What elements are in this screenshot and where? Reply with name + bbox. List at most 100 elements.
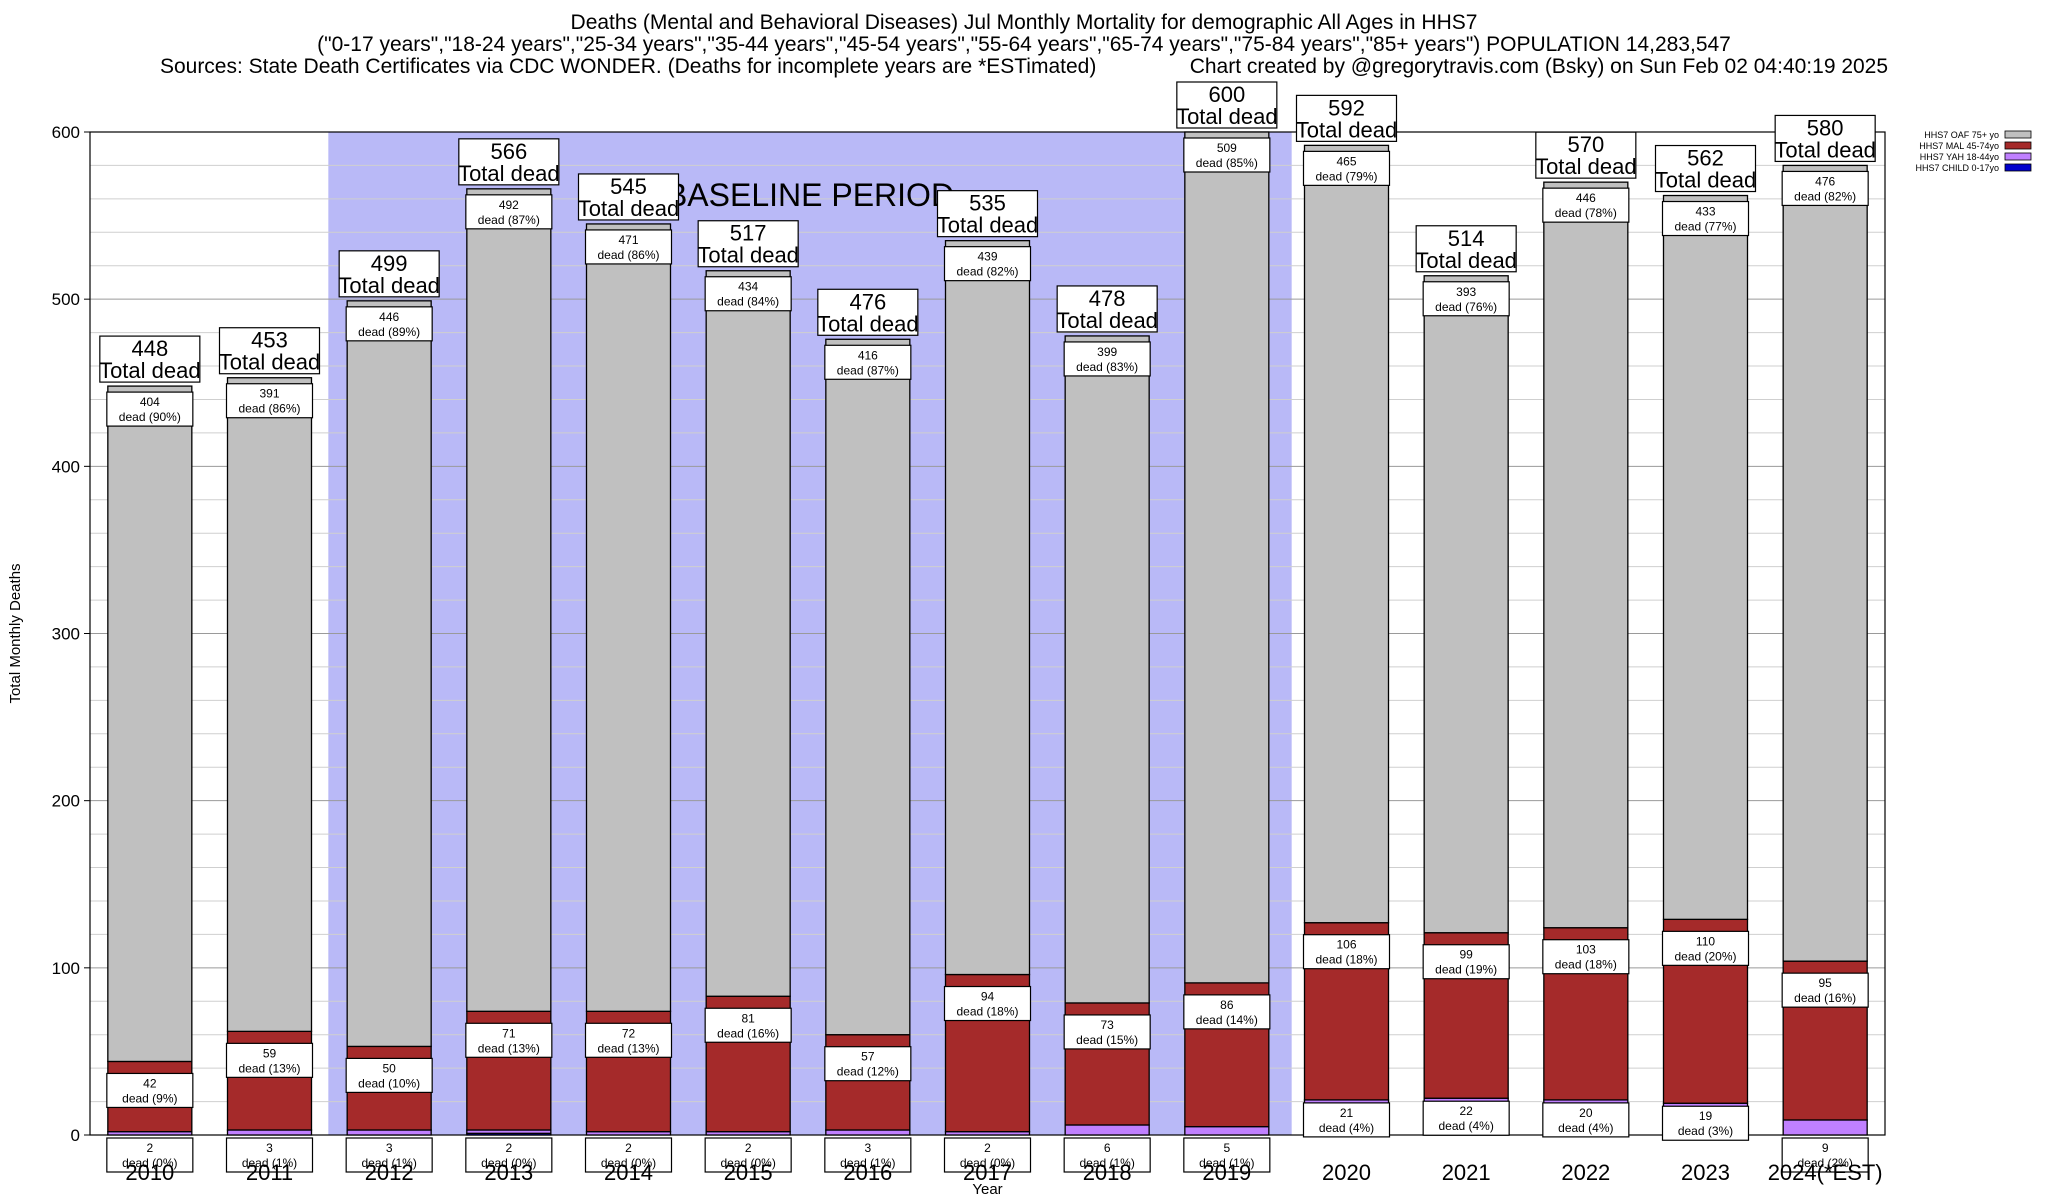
- yah-label-2023-value: 19: [1699, 1109, 1713, 1123]
- mal-label-2020-box: [1302, 934, 1391, 970]
- total-label-2021-text: Total dead: [1415, 248, 1517, 273]
- bar-oaf-2016: [825, 338, 911, 1036]
- y-tick-label: 100: [52, 959, 80, 978]
- total-label-2018-box: [1056, 285, 1158, 333]
- mal-label-2012-box: [345, 1057, 433, 1094]
- oaf-label-2022-value: 446: [1576, 191, 1596, 205]
- mal-label-2011-text: dead (13%): [238, 1061, 300, 1075]
- y-tick-label: 500: [52, 290, 80, 309]
- yah-label-2016-box: [824, 1137, 912, 1173]
- yah-label-2011-text: dead (1%): [242, 1156, 297, 1170]
- total-label-2019-box: [1176, 81, 1278, 129]
- x-tick-label-2014: 2014: [604, 1160, 653, 1185]
- oaf-label-2014-box: [584, 229, 673, 265]
- mal-label-2022-value: 103: [1576, 943, 1596, 957]
- oaf-label-2016-value: 416: [858, 348, 878, 362]
- x-axis-title: Year: [972, 1181, 1002, 1198]
- total-label-2017-text: Total dead: [937, 213, 1039, 238]
- mal-label-2020-value: 106: [1336, 938, 1356, 952]
- yah-label-2013-box: [465, 1137, 553, 1173]
- chart-sources: Sources: State Death Certificates via CD…: [159, 55, 1097, 78]
- mal-label-2024(*EST)-text: dead (16%): [1794, 991, 1856, 1005]
- oaf-label-2021-text: dead (76%): [1435, 300, 1497, 314]
- total-label-2020-text: Total dead: [1296, 117, 1398, 142]
- yah-label-2020-box: [1302, 1102, 1391, 1138]
- total-label-2018-text: Total dead: [1056, 308, 1158, 333]
- oaf-label-2022-box: [1542, 187, 1630, 223]
- mal-label-2012-value: 50: [382, 1061, 396, 1075]
- yah-label-2014-value: 2: [625, 1141, 632, 1155]
- oaf-label-2015-text: dead (84%): [717, 295, 779, 309]
- oaf-label-2018-box: [1063, 341, 1151, 377]
- bar-oaf-2020: [1303, 144, 1390, 924]
- total-label-2015-value: 517: [730, 221, 767, 246]
- x-tick-label-2020: 2020: [1322, 1160, 1371, 1185]
- oaf-label-2016-box: [824, 344, 912, 380]
- oaf-label-2018-text: dead (83%): [1076, 360, 1138, 374]
- y-tick-label: 200: [52, 792, 80, 811]
- oaf-label-2015-box: [704, 276, 792, 312]
- mal-label-2010-text: dead (9%): [122, 1091, 177, 1105]
- yah-label-2015-text: dead (0%): [720, 1156, 775, 1170]
- yah-label-2022-text: dead (4%): [1558, 1121, 1613, 1135]
- x-tick-label-2015: 2015: [724, 1160, 773, 1185]
- yah-label-2024(*EST)-value: 9: [1822, 1141, 1829, 1155]
- y-tick-label: 300: [52, 625, 80, 644]
- legend-swatch-1: [2004, 152, 2032, 161]
- bar-yah-2012: [346, 1129, 432, 1136]
- yah-label-2014-box: [584, 1137, 673, 1173]
- oaf-label-2020-value: 465: [1336, 154, 1356, 168]
- oaf-label-2010-box: [106, 391, 194, 427]
- oaf-label-2014-value: 471: [618, 233, 638, 247]
- oaf-label-2023-box: [1661, 200, 1750, 237]
- baseline-period-label: BASELINE PERIOD: [666, 177, 954, 213]
- x-tick-label-2024(*EST): 2024(*EST): [1768, 1160, 1883, 1185]
- y-tick-label: 0: [71, 1126, 80, 1145]
- total-label-2016-text: Total dead: [817, 311, 919, 336]
- oaf-label-2017-text: dead (82%): [956, 265, 1018, 279]
- yah-label-2023-box: [1661, 1105, 1750, 1141]
- yah-label-2013-value: 2: [505, 1141, 512, 1155]
- bar-oaf-2019: [1184, 131, 1270, 984]
- mal-label-2015-text: dead (16%): [717, 1026, 779, 1040]
- total-label-2023-box: [1654, 144, 1757, 193]
- yah-label-2017-text: dead (0%): [960, 1156, 1015, 1170]
- mal-label-2013-text: dead (13%): [478, 1041, 540, 1055]
- oaf-label-2014-text: dead (86%): [597, 248, 659, 262]
- x-tick-label-2011: 2011: [246, 1160, 293, 1185]
- oaf-label-2021-box: [1422, 281, 1510, 317]
- total-label-2014-text: Total dead: [578, 196, 680, 221]
- chart-sources-line: Sources: State Death Certificates via CD…: [0, 56, 2048, 78]
- oaf-label-2024(*EST)-box: [1781, 170, 1869, 207]
- total-label-2010-value: 448: [131, 336, 168, 361]
- yah-label-2011-value: 3: [266, 1141, 273, 1155]
- legend-label-3: HHS7 OAF 75+ yo: [1924, 130, 1999, 140]
- total-label-2012-text: Total dead: [338, 273, 440, 298]
- oaf-label-2011-value: 391: [259, 387, 279, 401]
- total-label-2024(*EST)-value: 580: [1807, 115, 1844, 140]
- total-label-2019-text: Total dead: [1176, 104, 1278, 129]
- total-label-2013-text: Total dead: [458, 161, 560, 186]
- mal-label-2021-text: dead (19%): [1435, 963, 1497, 977]
- mal-label-2022-text: dead (18%): [1555, 958, 1617, 972]
- oaf-label-2018-value: 399: [1097, 345, 1117, 359]
- yah-label-2022-box: [1542, 1102, 1630, 1138]
- bar-oaf-2023: [1662, 194, 1749, 921]
- total-label-2010-text: Total dead: [99, 358, 201, 383]
- bar-oaf-2024(*EST): [1782, 164, 1868, 962]
- mal-label-2024(*EST)-box: [1781, 972, 1869, 1008]
- yah-label-2019-box: [1183, 1137, 1271, 1173]
- x-tick-label-2016: 2016: [843, 1160, 892, 1185]
- mal-label-2014-text: dead (13%): [597, 1041, 659, 1055]
- total-label-2011-box: [218, 327, 321, 375]
- oaf-label-2019-box: [1183, 137, 1271, 173]
- mal-label-2014-value: 72: [622, 1026, 636, 1040]
- x-tick-label-2023: 2023: [1681, 1160, 1730, 1185]
- oaf-label-2016-text: dead (87%): [837, 363, 899, 377]
- mal-label-2015-box: [704, 1007, 792, 1043]
- oaf-label-2022-text: dead (78%): [1555, 206, 1617, 220]
- bar-yah-2016: [825, 1129, 911, 1136]
- total-label-2014-value: 545: [610, 174, 647, 199]
- mal-label-2014-box: [584, 1022, 673, 1058]
